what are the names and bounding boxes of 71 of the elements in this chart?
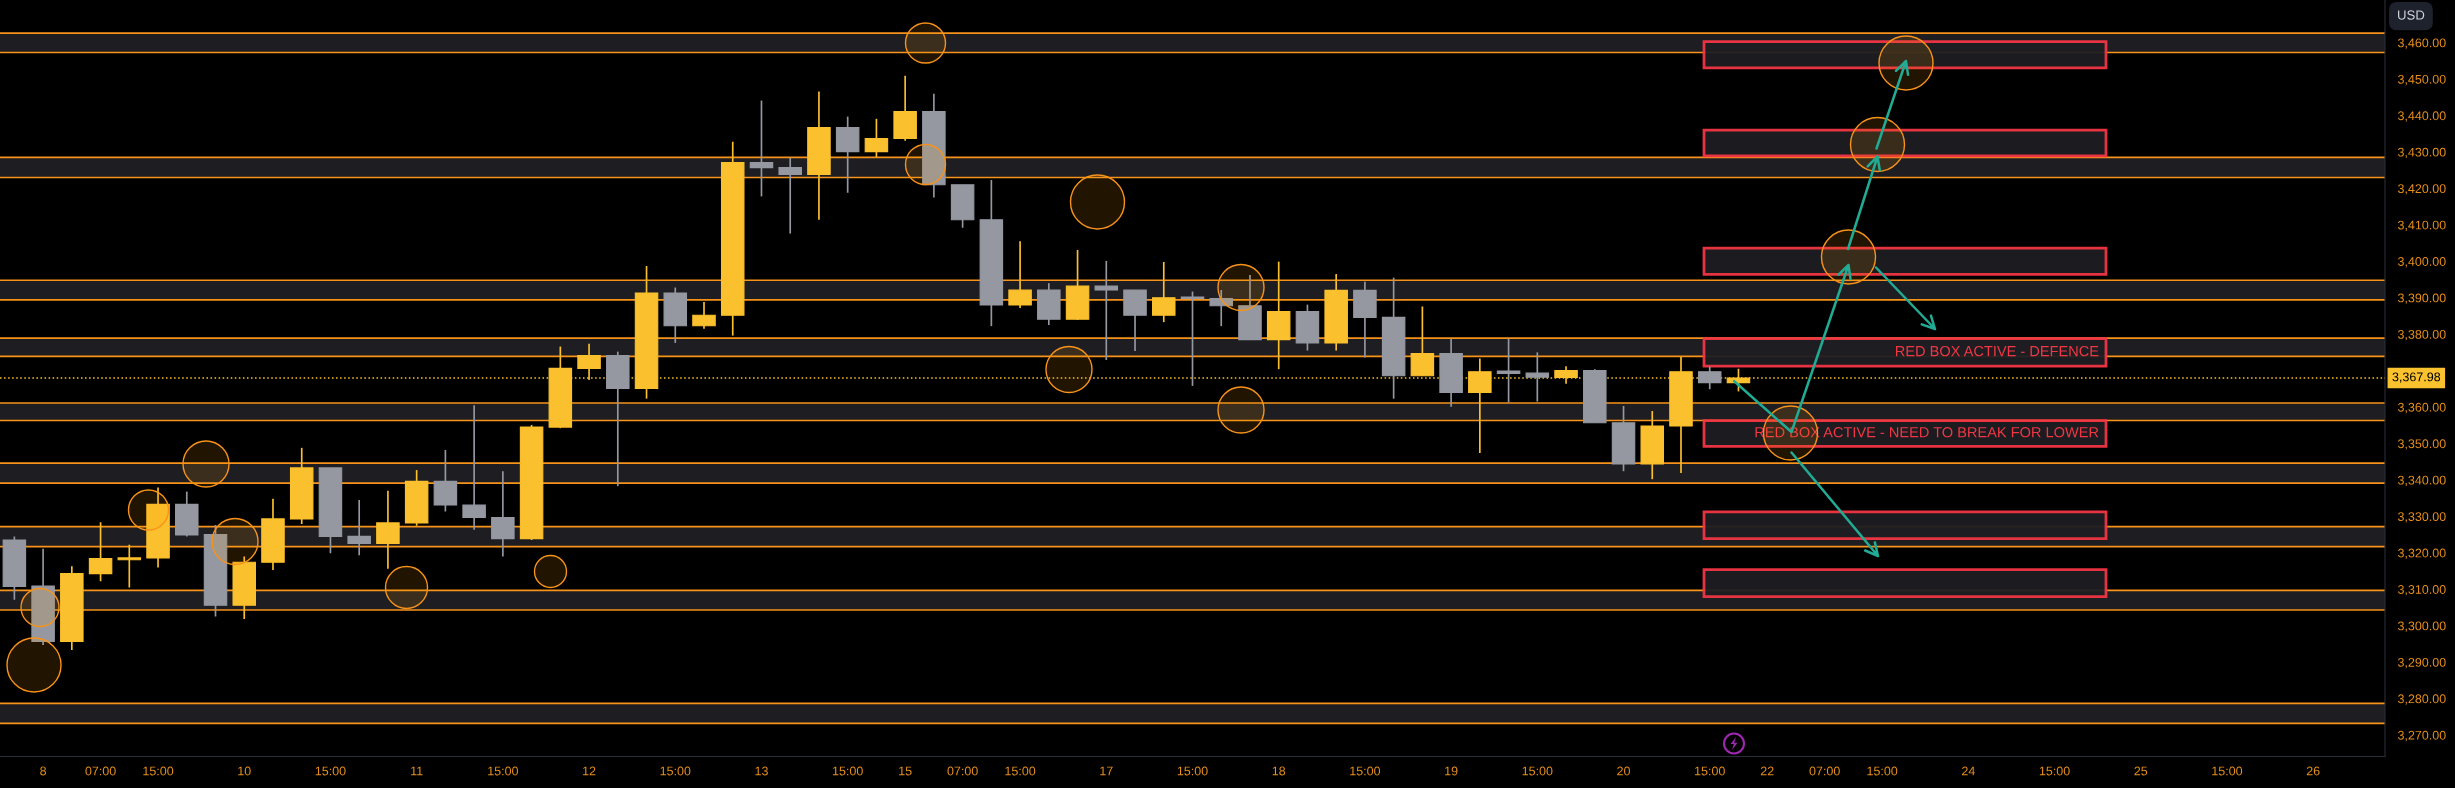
candlestick bbox=[1152, 261, 1176, 323]
y-tick-label: 3,420.00 bbox=[2397, 184, 2446, 195]
candlestick bbox=[749, 99, 774, 198]
x-tick-label: 07:00 bbox=[85, 766, 116, 776]
x-tick-label: 10 bbox=[238, 766, 251, 776]
candlestick bbox=[692, 301, 716, 330]
candlestick bbox=[117, 543, 142, 589]
y-tick-label: 3,340.00 bbox=[2397, 475, 2446, 487]
y-tick-label: 3,460.00 bbox=[2397, 38, 2446, 49]
candlestick bbox=[1209, 289, 1233, 327]
x-tick-label: 15:00 bbox=[1522, 766, 1553, 776]
x-tick-label: 15:00 bbox=[1005, 766, 1036, 776]
ref-line-label: 3,367.98 bbox=[2392, 372, 2441, 383]
y-tick-label: 3,300.00 bbox=[2397, 621, 2446, 632]
candlestick bbox=[1525, 351, 1550, 403]
x-tick-label: 15:00 bbox=[1695, 766, 1725, 776]
x-tick-label: 20 bbox=[1617, 766, 1630, 776]
y-tick-label: 3,450.00 bbox=[2397, 74, 2446, 86]
candlestick bbox=[1094, 260, 1119, 361]
x-tick-label: 22 bbox=[1760, 766, 1774, 776]
x-tick-label: 15:00 bbox=[315, 766, 346, 776]
x-tick-label: 8 bbox=[40, 766, 47, 776]
x-tick-label: 11 bbox=[411, 766, 423, 776]
x-tick-label: 07:00 bbox=[947, 766, 978, 776]
candlestick bbox=[778, 156, 802, 235]
x-tick-label: 15:00 bbox=[1177, 766, 1208, 776]
x-tick-label: 15:00 bbox=[660, 766, 691, 776]
candlestick bbox=[462, 404, 486, 531]
x-tick-label: 15:00 bbox=[143, 766, 174, 776]
y-tick-label: 3,280.00 bbox=[2397, 694, 2446, 705]
x-tick-label: 15 bbox=[899, 766, 912, 776]
candlestick bbox=[1697, 365, 1722, 391]
x-tick-label: 25 bbox=[2134, 766, 2148, 776]
y-tick-label: 3,290.00 bbox=[2397, 657, 2446, 669]
candlestick bbox=[491, 470, 515, 558]
y-tick-label: 3,400.00 bbox=[2397, 257, 2446, 268]
x-tick-label: 13 bbox=[755, 766, 768, 776]
candlestick bbox=[1008, 240, 1032, 309]
y-tick-label: 3,360.00 bbox=[2397, 402, 2446, 414]
y-tick-label: 3,390.00 bbox=[2397, 293, 2446, 304]
x-tick-label: 15:00 bbox=[1350, 766, 1381, 776]
y-tick-label: 3,350.00 bbox=[2397, 439, 2446, 450]
x-tick-label: 24 bbox=[1962, 766, 1975, 776]
y-tick-label: 3,430.00 bbox=[2397, 147, 2446, 159]
y-tick-label: 3,380.00 bbox=[2397, 329, 2446, 341]
x-tick-label: 15:00 bbox=[488, 766, 519, 776]
y-tick-label: 3,310.00 bbox=[2397, 585, 2446, 596]
x-tick-label: 26 bbox=[2306, 766, 2320, 776]
x-tick-label: 18 bbox=[1272, 766, 1286, 776]
x-tick-label: 15:00 bbox=[2212, 766, 2243, 776]
candlestick bbox=[1180, 290, 1205, 387]
candlestick bbox=[433, 449, 458, 513]
y-tick-label: 3,330.00 bbox=[2397, 512, 2446, 523]
candlestick bbox=[864, 117, 889, 158]
x-tick-label: 19 bbox=[1445, 766, 1458, 776]
x-tick-label: 17 bbox=[1100, 766, 1113, 776]
candlestick bbox=[347, 499, 371, 557]
y-tick-label: 3,410.00 bbox=[2397, 220, 2446, 231]
candlestick bbox=[1496, 337, 1521, 404]
candlestick bbox=[88, 521, 113, 583]
y-axis-title: USD bbox=[2398, 10, 2425, 20]
x-tick-label: 07:00 bbox=[1809, 766, 1840, 776]
x-tick-label: 15:00 bbox=[833, 766, 863, 776]
x-tick-label: 15:00 bbox=[2039, 766, 2070, 776]
y-tick-label: 3,270.00 bbox=[2397, 730, 2446, 742]
candlestick bbox=[376, 490, 400, 570]
y-tick-label: 3,320.00 bbox=[2397, 548, 2446, 559]
y-tick-label: 3,440.00 bbox=[2397, 111, 2446, 122]
band-label: RED BOX ACTIVE - DEFENCE bbox=[1895, 345, 2099, 357]
x-tick-label: 12 bbox=[583, 766, 596, 776]
x-tick-label: 15:00 bbox=[1867, 766, 1898, 776]
